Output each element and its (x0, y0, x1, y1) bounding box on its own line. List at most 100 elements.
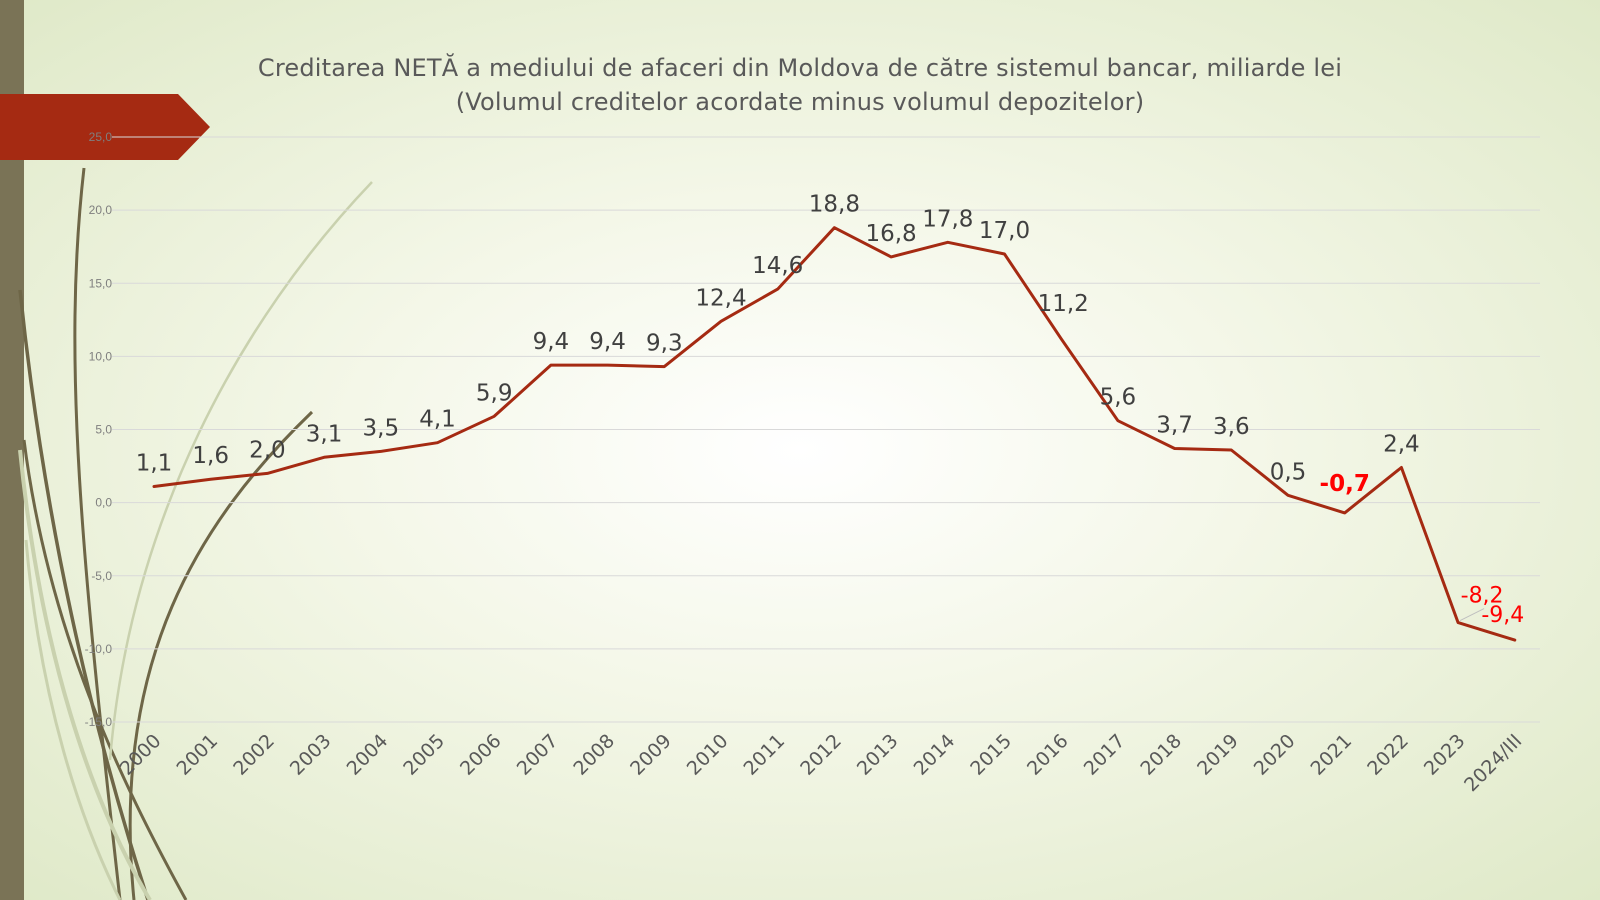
data-point (265, 471, 269, 475)
data-point (436, 441, 440, 445)
x-axis-ticks: 2000 2001 2002 2003 2004 2005 2006 2007 2008 2009… (116, 730, 1527, 796)
x-tick-label: 2014 (910, 730, 960, 780)
data-label: 3,6 (1213, 414, 1250, 440)
x-tick-label: 2017 (1080, 730, 1130, 780)
data-label: 17,8 (922, 206, 973, 232)
data-label: 18,8 (809, 192, 860, 218)
decor-curve (128, 410, 314, 900)
chart-subtitle: (Volumul creditelor acordate minus volum… (455, 88, 1145, 116)
data-label: 14,6 (752, 253, 803, 279)
data-point (1059, 337, 1063, 341)
data-point (1456, 621, 1460, 625)
x-tick-label: 2009 (626, 730, 676, 780)
data-point (1229, 448, 1233, 452)
data-label: 9,4 (589, 329, 626, 355)
data-point (1513, 638, 1517, 642)
x-tick-label: 2004 (343, 730, 393, 780)
data-point (209, 477, 213, 481)
data-point (379, 449, 383, 453)
x-tick-label: 2006 (456, 730, 506, 780)
x-tick-label: 2021 (1306, 730, 1356, 780)
y-tick-label: -15,0 (85, 715, 113, 729)
data-label: 3,1 (306, 421, 343, 447)
y-tick-label: 5,0 (95, 423, 112, 437)
data-label: -8,2 (1461, 584, 1504, 609)
decor-curve (24, 539, 122, 900)
x-tick-label: 2000 (116, 730, 166, 780)
decor-curve (18, 449, 152, 900)
title-arrow-shape (0, 94, 210, 160)
data-label: 11,2 (1038, 291, 1089, 317)
x-tick-label: 2010 (683, 730, 733, 780)
x-tick-label: 2002 (229, 730, 279, 780)
data-point (889, 255, 893, 259)
data-label: 12,4 (695, 285, 746, 311)
label-leader-line (1459, 608, 1485, 621)
series-line-group (152, 226, 1517, 642)
x-tick-label: 2015 (966, 730, 1016, 780)
data-point (1003, 252, 1007, 256)
x-tick-label: 2024/III (1460, 730, 1526, 796)
data-label: 3,5 (363, 415, 400, 441)
y-tick-label: -10,0 (85, 642, 113, 656)
data-point (1399, 466, 1403, 470)
data-point (1173, 447, 1177, 451)
y-tick-label: 25,0 (89, 130, 113, 144)
decor-curve (22, 439, 188, 900)
x-tick-label: 2007 (513, 730, 563, 780)
data-point (606, 363, 610, 367)
data-label: 17,0 (979, 218, 1030, 244)
data-point (1286, 493, 1290, 497)
x-tick-label: 2023 (1420, 730, 1470, 780)
x-tick-label: 2003 (286, 730, 336, 780)
data-label: 0,5 (1270, 459, 1307, 485)
decor-curve (18, 289, 150, 900)
data-label: 9,3 (646, 331, 683, 357)
data-point (1343, 511, 1347, 515)
y-tick-label: -5,0 (91, 569, 112, 583)
data-label: 2,4 (1383, 432, 1420, 458)
y-tick-label: 10,0 (89, 349, 113, 363)
y-tick-label: 20,0 (89, 203, 113, 217)
chart-title: Creditarea NETĂ a mediului de afaceri di… (257, 54, 1343, 82)
data-point (549, 363, 553, 367)
decor-curve (73, 167, 122, 900)
x-tick-label: 2022 (1363, 730, 1413, 780)
y-axis-ticks: 25,0 20,0 15,0 10,0 5,0 0,0 -5,0 -10,0 -15,0 (85, 130, 113, 729)
data-label: 5,6 (1100, 385, 1137, 411)
y-tick-label: 0,0 (95, 496, 112, 510)
x-tick-label: 2019 (1193, 730, 1243, 780)
x-tick-label: 2020 (1250, 730, 1300, 780)
data-label: 2,0 (249, 437, 286, 463)
data-label: 9,4 (533, 329, 570, 355)
data-label: 3,7 (1156, 413, 1193, 439)
data-label: -0,7 (1320, 471, 1370, 497)
data-label: -9,4 (1481, 603, 1524, 628)
x-tick-label: 2018 (1136, 730, 1186, 780)
data-label: 1,1 (136, 451, 173, 477)
grid (112, 136, 1540, 723)
data-label: 16,8 (865, 221, 916, 247)
data-point (662, 365, 666, 369)
data-point (719, 319, 723, 323)
data-point (832, 226, 836, 230)
data-label: 5,9 (476, 380, 513, 406)
data-labels: 1,1 1,6 2,0 3,1 3,5 4,1 5,9 9,4 9,4 9,3 12,414,6 18… (136, 192, 1525, 628)
data-point (492, 414, 496, 418)
data-point (1116, 419, 1120, 423)
x-tick-label: 2005 (399, 730, 449, 780)
x-tick-label: 2008 (569, 730, 619, 780)
data-label: 4,1 (419, 407, 456, 433)
data-point (322, 455, 326, 459)
x-tick-label: 2011 (739, 730, 789, 780)
y-tick-label: 15,0 (89, 276, 113, 290)
data-label: 1,6 (192, 443, 229, 469)
data-point (776, 287, 780, 291)
x-tick-label: 2016 (1023, 730, 1073, 780)
data-point (946, 240, 950, 244)
x-tick-label: 2012 (796, 730, 846, 780)
decor-curve (108, 181, 373, 761)
